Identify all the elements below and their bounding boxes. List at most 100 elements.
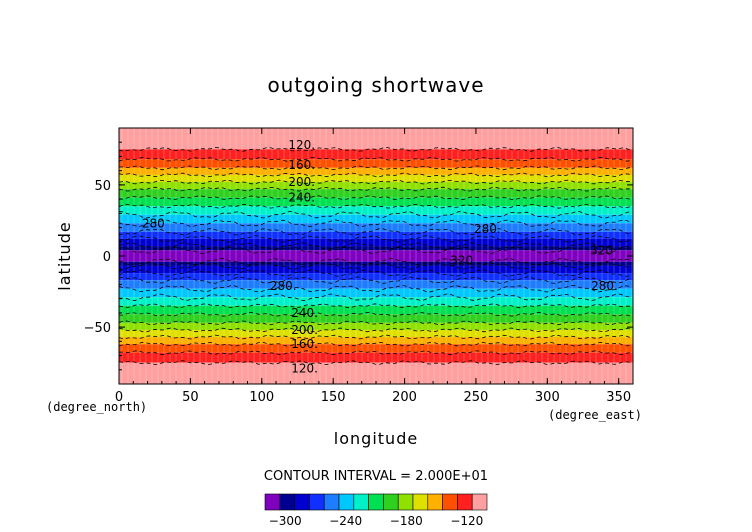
chart-title: outgoing shortwave: [267, 73, 484, 97]
x-tick-label: 200: [392, 390, 417, 405]
colorbar-cell-2: [294, 493, 310, 511]
x-tick-label: 350: [606, 390, 631, 405]
colorbar-cell-10: [412, 493, 429, 511]
contour-line-22: [119, 320, 632, 326]
x-axis-label: longitude: [334, 429, 418, 448]
band-24: [119, 329, 633, 338]
contour-label-2: 200.: [288, 175, 315, 189]
band-27: [119, 352, 633, 363]
x-tick-label: 300: [535, 390, 560, 405]
colorbar-tick-label: −300: [269, 514, 302, 528]
x-tick-label: 50: [182, 390, 199, 405]
band-20: [119, 297, 633, 306]
band-3: [119, 167, 633, 175]
band-26: [119, 344, 633, 353]
y-tick-label: 50: [94, 179, 111, 194]
band-14: [119, 250, 633, 262]
y-tick-label: 0: [103, 250, 111, 265]
contour-label-12: 160.: [291, 337, 318, 351]
contour-line-12: [119, 242, 632, 250]
contour-lines: [119, 146, 632, 366]
colorbar-cell-11: [427, 493, 443, 511]
band-1: [119, 149, 633, 160]
contour-label-0: 120.: [288, 138, 315, 152]
contour-line-1: [119, 156, 632, 162]
y-axis-label: latitude: [55, 221, 74, 290]
contour-line-19: [119, 293, 632, 302]
x-unit-label: (degree_east): [548, 408, 642, 422]
colorbar-cell-3: [309, 493, 325, 511]
colorbar-cell-0: [264, 493, 281, 511]
contour-line-25: [119, 341, 632, 347]
band-23: [119, 322, 633, 330]
contour-bands: [119, 128, 633, 384]
contour-line-0: [119, 146, 632, 152]
band-25: [119, 337, 633, 345]
contour-line-24: [119, 334, 632, 340]
contour-label-11: 200.: [291, 323, 318, 337]
contour-label-8: 280.: [270, 279, 297, 293]
band-17: [119, 273, 633, 281]
band-5: [119, 182, 633, 190]
band-11: [119, 231, 633, 239]
contour-line-16: [119, 269, 632, 277]
contour-line-7: [119, 203, 632, 209]
y-tick-label: −50: [84, 321, 111, 336]
band-2: [119, 159, 633, 168]
colorbar-cell-14: [471, 493, 488, 511]
colorbar-tick-label: −240: [329, 514, 362, 528]
band-18: [119, 280, 633, 289]
contour-line-21: [119, 311, 632, 317]
contour-label-5: 280.: [474, 222, 501, 236]
contour-label-7: 320: [590, 243, 613, 257]
x-tick-label: 0: [115, 390, 123, 405]
contour-line-4: [119, 179, 632, 185]
contour-label-1: 160.: [288, 158, 315, 172]
contour-line-27: [119, 360, 632, 366]
x-tick-label: 150: [321, 390, 346, 405]
x-tick-label: 250: [464, 390, 489, 405]
x-axis: 0 50 100 150 200 250 300 350: [115, 128, 634, 405]
y-axis: −50 0 50: [84, 141, 633, 371]
colorbar-tick-label: −120: [450, 514, 483, 528]
band-8: [119, 206, 633, 215]
contour-line-3: [119, 172, 632, 178]
colorbar-cell-1: [279, 493, 295, 511]
contour-line-23: [119, 327, 632, 333]
contour-label-9: 280.: [591, 279, 618, 293]
contour-line-14: [119, 257, 632, 266]
colorbar-tick-label: −180: [390, 514, 423, 528]
band-13: [119, 246, 633, 251]
colorbar-cell-12: [442, 493, 458, 511]
contour-interval-text: CONTOUR INTERVAL = 2.000E+01: [264, 469, 488, 484]
contour-line-6: [119, 195, 632, 201]
band-7: [119, 197, 633, 207]
contour-label-6: 320: [450, 253, 473, 267]
x-tick-label: 100: [249, 390, 274, 405]
contour-line-10: [119, 227, 632, 236]
band-6: [119, 189, 633, 198]
contour-label-3: 240.: [288, 191, 315, 205]
colorbar-cell-9: [397, 493, 414, 511]
band-9: [119, 214, 633, 224]
y-unit-label: (degree_north): [46, 400, 147, 414]
contour-line-2: [119, 165, 632, 171]
colorbar-cell-13: [457, 493, 473, 511]
band-4: [119, 174, 633, 183]
band-19: [119, 288, 633, 298]
colorbar: [264, 493, 488, 511]
contour-label-10: 240.: [291, 306, 318, 320]
colorbar-cell-7: [368, 493, 384, 511]
band-28: [119, 362, 633, 384]
contour-line-20: [119, 303, 632, 309]
band-16: [119, 265, 633, 274]
contour-line-11: [119, 235, 632, 243]
contour-label-13: 120.: [291, 361, 318, 375]
band-12: [119, 238, 633, 247]
contour-line-9: [119, 219, 632, 228]
contour-line-13: [119, 246, 632, 255]
contour-line-18: [119, 284, 632, 293]
colorbar-ticks: −300 −240 −180 −120: [269, 514, 484, 528]
